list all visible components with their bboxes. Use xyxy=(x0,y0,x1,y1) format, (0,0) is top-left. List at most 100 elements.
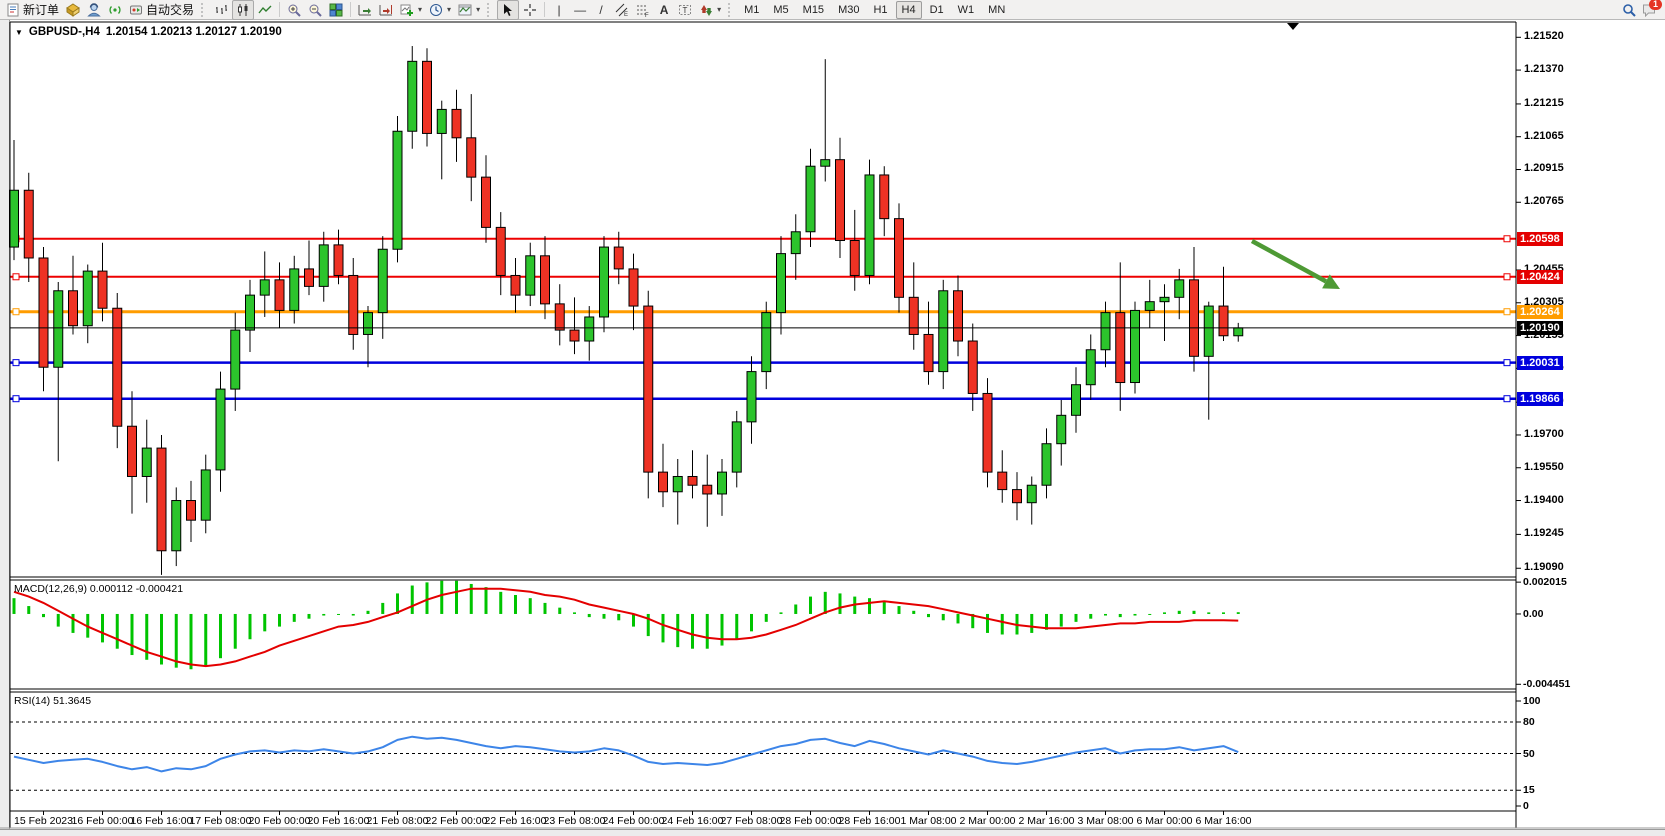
macd-histogram-bar xyxy=(661,613,665,643)
timeframe-h4-button[interactable]: H4 xyxy=(895,0,922,19)
horizontal-line-icon: — xyxy=(574,2,587,17)
arrows-tool-button[interactable]: ▾ xyxy=(696,1,724,19)
line-chart-button[interactable] xyxy=(255,1,275,19)
svg-text:T: T xyxy=(683,6,688,15)
macd-histogram-bar xyxy=(27,606,31,614)
macd-histogram-bar xyxy=(71,613,75,633)
vertical-line-tool-button[interactable]: | xyxy=(549,1,569,19)
candle-body xyxy=(451,108,462,139)
trendline-tool-button[interactable]: / xyxy=(591,1,611,19)
fibonacci-tool-button[interactable]: F xyxy=(633,1,653,19)
periods-button[interactable]: ▾ xyxy=(426,1,454,19)
indicators-button[interactable]: ▾ xyxy=(397,1,425,19)
candle-body xyxy=(1115,312,1126,384)
candle-body xyxy=(1085,349,1096,386)
signals-button[interactable] xyxy=(105,1,125,19)
auto-scroll-button[interactable] xyxy=(355,1,375,19)
timeframe-m30-button[interactable]: M30 xyxy=(838,3,860,16)
bar-chart-icon xyxy=(216,4,228,14)
candle-body xyxy=(289,268,300,311)
macd-histogram-bar xyxy=(956,613,960,624)
search-icon[interactable] xyxy=(1622,3,1636,17)
level-handle-right xyxy=(1503,273,1511,281)
macd-histogram-bar xyxy=(1163,612,1166,614)
chart-shift-button[interactable] xyxy=(376,1,396,19)
zoom-out-icon xyxy=(309,4,322,17)
horizontal-line-tool-button[interactable]: — xyxy=(570,1,590,19)
zoom-in-button[interactable] xyxy=(284,1,304,19)
text-icon: A xyxy=(659,2,669,17)
timeframe-w1-button[interactable]: W1 xyxy=(957,3,975,16)
crosshair-tool-button[interactable] xyxy=(520,1,540,19)
macd-histogram-bar xyxy=(1177,610,1181,614)
candle-body xyxy=(481,176,491,228)
macd-histogram-bar xyxy=(735,613,739,640)
support-button[interactable] xyxy=(84,1,104,19)
candle-body xyxy=(112,307,123,427)
timeframe-m15-button[interactable]: M15 xyxy=(802,3,825,16)
macd-histogram-bar xyxy=(174,613,178,668)
templates-icon xyxy=(458,4,472,15)
candle-body xyxy=(835,159,845,242)
candle-body xyxy=(953,290,963,342)
macd-histogram-bar xyxy=(528,598,532,614)
macd-histogram-bar xyxy=(587,613,591,618)
new-order-button[interactable]: 新订单 xyxy=(3,1,62,19)
chart-shift-icon xyxy=(379,4,393,15)
candle-body xyxy=(274,279,285,311)
macd-histogram-bar xyxy=(381,602,385,614)
macd-histogram-bar xyxy=(779,612,783,614)
candle-body xyxy=(672,475,683,493)
candle-body xyxy=(731,421,742,473)
macd-histogram-bar xyxy=(351,613,355,616)
zoom-out-button[interactable] xyxy=(305,1,325,19)
auto-trading-button[interactable]: 自动交易 xyxy=(126,1,197,19)
candle-body xyxy=(318,244,329,287)
macd-histogram-bar xyxy=(1000,613,1004,635)
svg-text:E: E xyxy=(624,12,628,17)
timeframe-d1-button[interactable]: D1 xyxy=(929,3,944,16)
macd-histogram-bar xyxy=(56,613,60,627)
arrows-caret: ▾ xyxy=(717,5,722,14)
candle-body xyxy=(554,303,565,331)
templates-caret: ▾ xyxy=(476,5,481,14)
candlestick-chart-button[interactable] xyxy=(232,0,255,20)
auto-trading-label: 自动交易 xyxy=(146,3,195,17)
macd-histogram-bar xyxy=(219,613,222,659)
timeframe-mn-button[interactable]: MN xyxy=(988,3,1006,16)
timeframe-m5-button[interactable]: M5 xyxy=(773,3,789,16)
candlestick-icon xyxy=(238,3,248,16)
channel-tool-button[interactable]: E xyxy=(612,1,632,19)
market-watch-button[interactable] xyxy=(63,1,83,19)
price-pane xyxy=(10,22,1516,577)
cursor-tool-button[interactable] xyxy=(497,0,520,20)
timeframe-h1-button[interactable]: H1 xyxy=(873,3,888,16)
level-handle-left xyxy=(12,395,20,403)
candle-body xyxy=(304,268,314,287)
macd-histogram-bar xyxy=(602,613,606,619)
toolbar-separator xyxy=(544,2,546,17)
candle-body xyxy=(687,475,698,486)
macd-histogram-bar xyxy=(573,612,576,614)
macd-histogram-bar xyxy=(484,587,488,614)
toolbar-grip xyxy=(728,2,734,17)
macd-histogram-bar xyxy=(514,595,517,614)
indicators-caret: ▾ xyxy=(418,5,423,14)
candle-body xyxy=(1233,327,1244,337)
timeframe-m1-button[interactable]: M1 xyxy=(744,3,760,16)
templates-button[interactable]: ▾ xyxy=(455,1,483,19)
notifications-button[interactable]: 1 xyxy=(1642,0,1662,17)
trend-arrow-line xyxy=(1250,239,1328,284)
candle-body xyxy=(1189,279,1199,357)
label-tool-button[interactable]: T xyxy=(675,1,695,19)
candle-body xyxy=(171,500,182,552)
tile-windows-button[interactable] xyxy=(326,1,346,19)
macd-histogram-bar xyxy=(632,613,635,627)
zoom-in-icon xyxy=(288,4,301,17)
bar-chart-button[interactable] xyxy=(211,1,231,19)
window-bottom-edge xyxy=(0,829,1665,836)
candle-body xyxy=(1056,414,1067,445)
text-tool-button[interactable]: A xyxy=(654,1,674,19)
candle-body xyxy=(982,392,993,473)
